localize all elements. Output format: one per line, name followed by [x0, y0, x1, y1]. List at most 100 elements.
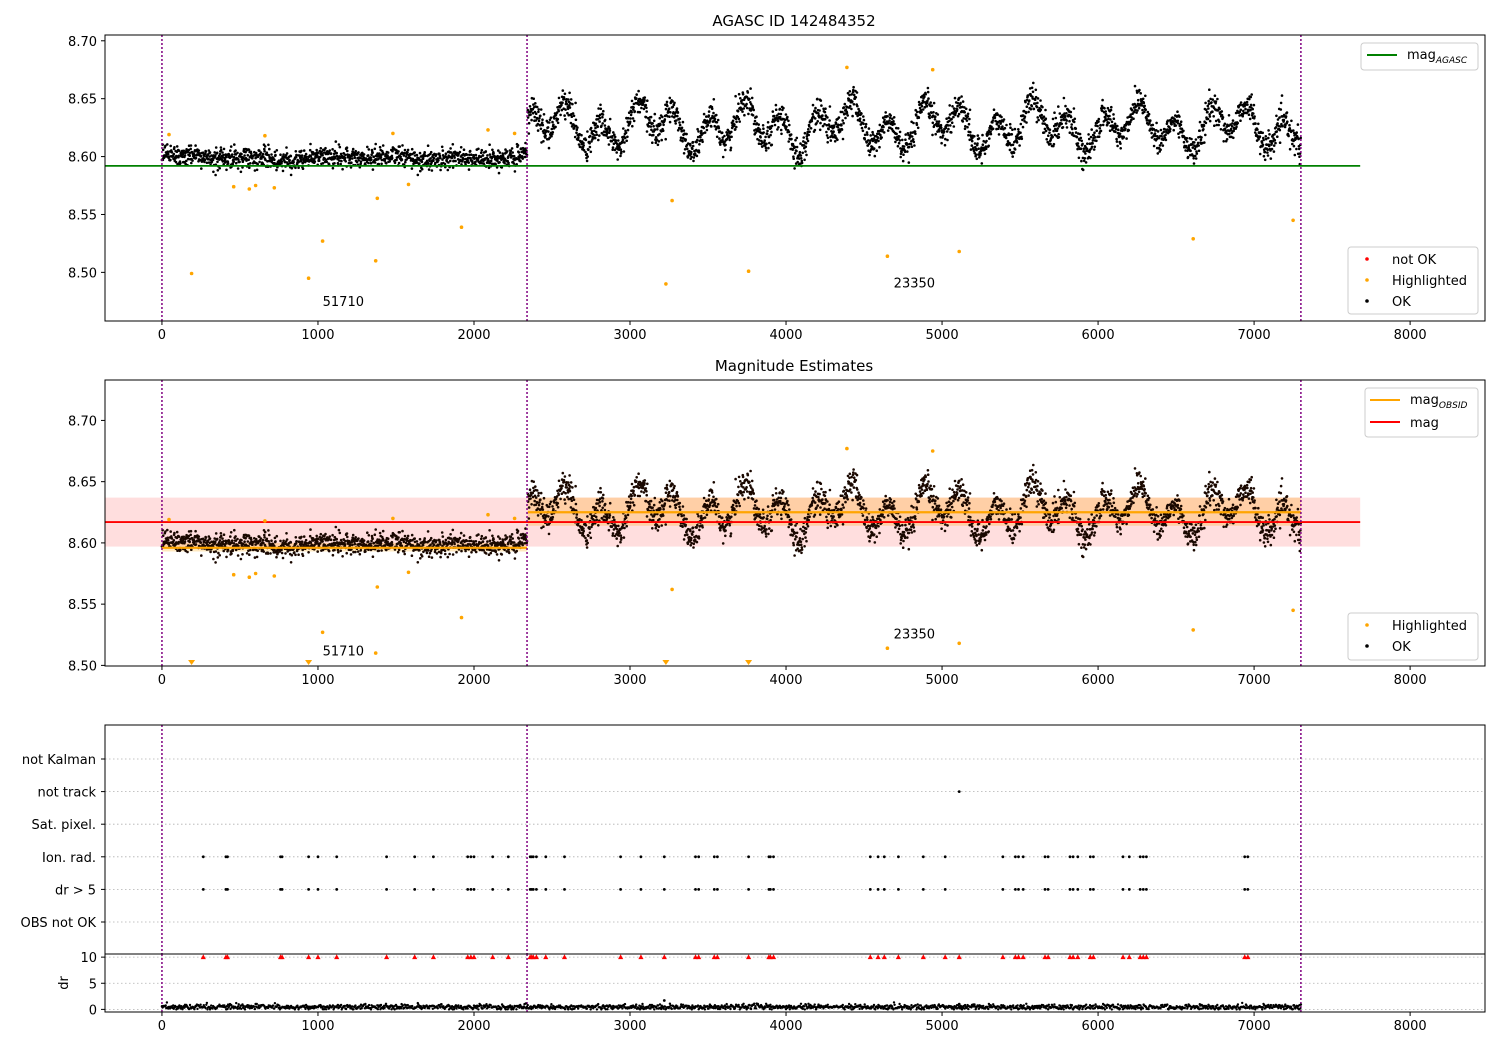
ok-point — [440, 145, 444, 149]
ok-point — [324, 146, 327, 150]
ok-point — [201, 159, 205, 162]
ok-point — [917, 100, 921, 104]
ok-point — [897, 141, 901, 145]
ok-point — [187, 148, 191, 152]
ok-point — [1263, 158, 1267, 162]
ok-point — [285, 532, 288, 535]
obsid-annotation: 23350 — [894, 276, 935, 291]
ok-point — [362, 542, 366, 546]
ok-point — [386, 154, 389, 157]
ok-point — [741, 92, 745, 96]
ok-point — [533, 115, 536, 119]
ok-point — [542, 525, 545, 528]
ok-point — [1223, 122, 1227, 126]
ok-point — [1030, 104, 1034, 108]
ok-point — [1239, 101, 1243, 104]
ok-point — [328, 149, 332, 152]
ok-point — [263, 147, 266, 151]
ok-point — [671, 99, 674, 103]
ok-point — [1052, 129, 1055, 133]
ok-point — [644, 115, 648, 119]
ok-point — [209, 550, 212, 554]
ok-point — [689, 157, 692, 161]
ok-point — [426, 530, 430, 533]
ok-point — [597, 107, 600, 110]
ok-point — [1207, 99, 1210, 103]
ok-point — [449, 151, 453, 154]
ok-point — [786, 115, 789, 119]
highlighted-point — [373, 259, 378, 263]
ok-point — [950, 121, 954, 124]
ok-point — [1284, 123, 1287, 127]
ok-point — [819, 121, 822, 125]
ok-point — [898, 130, 902, 134]
ok-point — [1242, 111, 1246, 115]
ok-point — [527, 517, 531, 520]
ok-point — [1244, 107, 1247, 111]
ok-point — [430, 556, 434, 559]
ok-point — [965, 119, 969, 122]
ok-point — [707, 114, 711, 117]
ok-point — [747, 112, 750, 116]
ok-point — [175, 530, 179, 534]
ok-point — [977, 137, 981, 140]
ok-point — [1065, 112, 1068, 115]
ok-point — [247, 148, 251, 151]
ok-point — [895, 132, 898, 136]
ok-point — [354, 536, 358, 539]
ok-point — [1272, 150, 1276, 153]
ok-point — [715, 135, 719, 139]
ok-point — [299, 160, 303, 163]
ok-point — [665, 100, 669, 104]
ok-point — [731, 119, 735, 123]
ok-point — [1082, 147, 1086, 150]
ok-point — [251, 157, 254, 160]
ok-point — [455, 550, 458, 554]
ok-point — [614, 139, 618, 142]
ok-point — [459, 146, 463, 149]
ok-point — [1247, 113, 1251, 116]
ok-point — [1090, 145, 1094, 149]
ok-point — [222, 549, 225, 553]
ok-point — [752, 108, 755, 112]
ok-point — [274, 153, 277, 157]
ok-point — [1274, 141, 1277, 145]
ok-point — [548, 136, 551, 139]
ok-point — [357, 159, 361, 162]
ok-point — [362, 539, 366, 542]
ok-point — [491, 534, 494, 538]
ok-point — [325, 160, 329, 164]
ok-point — [867, 127, 871, 130]
ok-point — [356, 550, 360, 553]
ok-point — [309, 528, 312, 531]
ok-point — [1034, 95, 1038, 99]
ok-point — [798, 150, 802, 154]
ok-point — [1099, 123, 1102, 127]
ok-point — [795, 149, 798, 153]
ok-point — [909, 131, 912, 134]
ok-point — [992, 108, 996, 111]
ok-point — [267, 529, 270, 532]
ok-point — [454, 159, 457, 163]
ok-point — [482, 162, 486, 165]
ok-point — [231, 162, 235, 166]
ok-point — [319, 147, 323, 150]
ok-point — [1275, 130, 1278, 133]
ok-point — [367, 548, 370, 551]
ok-point — [631, 117, 635, 120]
ok-point — [539, 108, 543, 111]
ok-point — [838, 130, 842, 133]
ok-point — [818, 109, 821, 112]
highlighted-point — [664, 282, 668, 286]
ok-point — [1011, 155, 1014, 158]
ok-point — [690, 155, 693, 159]
ok-point — [742, 107, 745, 110]
ok-point — [308, 148, 312, 152]
ok-point — [821, 114, 824, 117]
ok-point — [164, 530, 167, 533]
ok-point — [556, 121, 560, 125]
ok-point — [402, 540, 406, 544]
ok-point — [980, 162, 984, 165]
ok-point — [771, 110, 775, 113]
ok-point — [938, 130, 941, 133]
